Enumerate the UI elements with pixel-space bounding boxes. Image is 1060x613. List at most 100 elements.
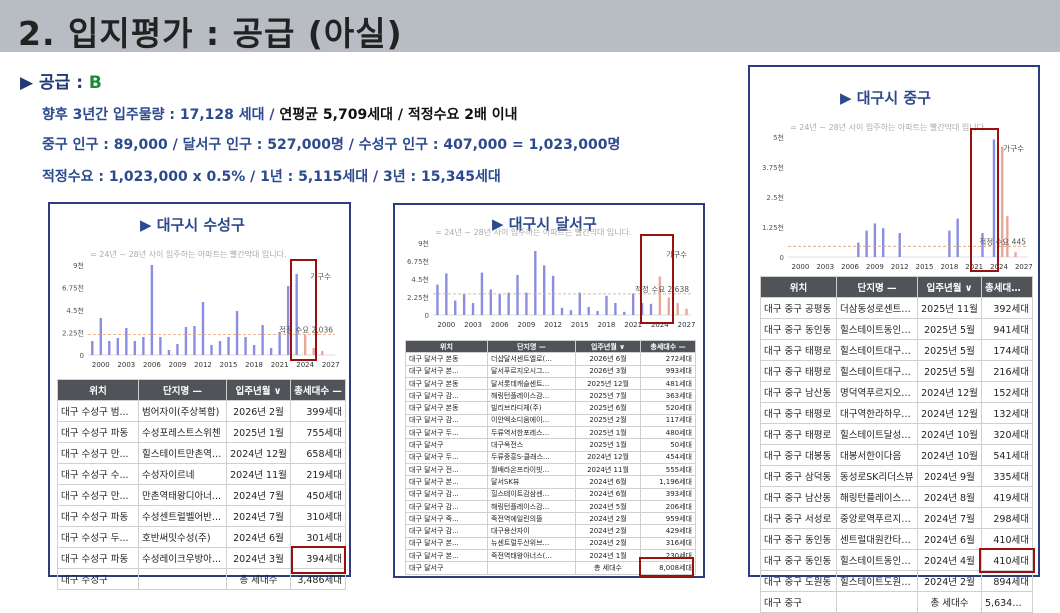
bar-2022 bbox=[286, 286, 290, 355]
bar-2006 bbox=[498, 294, 501, 315]
cell-complex: 대구옥전스 bbox=[487, 438, 576, 452]
bar-2012 bbox=[201, 302, 205, 355]
table-row[interactable]: 대구 중구 태평로 힐스테이트대구역... 2025년 5월 174세대 bbox=[760, 339, 1033, 361]
table-row[interactable]: 대구 수성구 만... 만촌역태왕디아너... 2024년 7월 450세대 bbox=[57, 484, 346, 506]
table-row[interactable]: 대구 수성구 범... 범어자이(주상복합) 2026년 2월 399세대 bbox=[57, 400, 346, 422]
cell-location: 대구 수성구 만... bbox=[57, 442, 139, 464]
table-row[interactable]: 대구 달서구 죽... 죽전역에일린의뜰 2024년 2월 959세대 bbox=[405, 512, 696, 526]
table-row[interactable]: 대구 달서구 전... 월배라온프라이빗... 2024년 11월 555세대 bbox=[405, 462, 696, 477]
cell-move-in: 2024년 3월 bbox=[226, 547, 291, 569]
table-row[interactable]: 대구 달서구 감... 힐스테이트감삼센... 2024년 6월 393세대 bbox=[405, 487, 696, 501]
bar-2018 bbox=[252, 345, 256, 355]
header-complex[interactable]: 단지명 — bbox=[836, 276, 918, 298]
y-tick-label: 6.75천 bbox=[407, 257, 429, 266]
table-row[interactable]: 대구 수성구 만... 힐스테이트만촌역(... 2024년 12월 658세대 bbox=[57, 442, 346, 464]
bar-2025 bbox=[312, 348, 315, 355]
header-units[interactable]: 총세대수 — bbox=[290, 379, 346, 401]
chart-suseong: 9천 6.75천 4.5천 2.25천 0 적정 수요 2,036 가구수 2000 2003 2… bbox=[62, 261, 340, 369]
table-row[interactable]: 대구 달서구 본... 뉴센트럴두산위브... 2024년 2월 316세대 bbox=[405, 536, 696, 551]
table-row[interactable]: 대구 달서구 본동 달서롯데캐슬센트... 2025년 12월 481세대 bbox=[405, 376, 696, 391]
table-row[interactable]: 대구 중구 도원동 힐스테이트도원센... 2024년 2월 894세대 bbox=[760, 570, 1033, 592]
cell-location: 대구 달서구 본... bbox=[405, 475, 488, 489]
table-row[interactable]: 대구 달서구 대구옥전스 2025년 1월 50세대 bbox=[405, 438, 696, 452]
table-row[interactable]: 대구 달서구 본... 달서SK뷰 2024년 6월 1,196세대 bbox=[405, 475, 696, 489]
x-tick-label: 2000 bbox=[791, 263, 809, 271]
header-location[interactable]: 위치 bbox=[405, 339, 488, 354]
table-row[interactable]: 대구 달서구 감... 이안엑소디움에이... 2025년 2월 117세대 bbox=[405, 413, 696, 428]
cell-location: 대구 수성구 파동 bbox=[57, 421, 139, 443]
cell-units: 301세대 bbox=[290, 526, 346, 548]
bar-2014 bbox=[569, 310, 573, 315]
x-tick-label: 2000 bbox=[92, 361, 110, 369]
table-row[interactable]: 대구 달서구 감... 해링턴플레이스감... 2025년 7월 363세대 bbox=[405, 389, 696, 403]
header-move-in[interactable]: 입주년월 ∨ bbox=[917, 276, 982, 298]
y-tick-label: 3.75천 bbox=[762, 163, 784, 172]
table-row[interactable]: 대구 중구 대봉동 대봉서한이다음 2024년 10월 541세대 bbox=[760, 444, 1033, 466]
bar-2026 bbox=[1014, 252, 1017, 257]
x-tick-label: 2018 bbox=[598, 321, 616, 329]
header-location[interactable]: 위치 bbox=[760, 276, 837, 298]
panel-title: ▶ 대구시 달서구 bbox=[492, 215, 597, 233]
table-row[interactable]: 대구 달서구 두... 두류중흥S-클래스... 2024년 12월 454세대 bbox=[405, 450, 696, 464]
y-tick-label: 6.75천 bbox=[62, 284, 84, 293]
table-row[interactable]: 대구 수성구 수... 수성자이르네 2024년 11월 219세대 bbox=[57, 463, 346, 485]
table-row[interactable]: 대구 중구 서성로 중앙로역푸르지오... 2024년 7월 298세대 bbox=[760, 507, 1033, 529]
cell-units: 393세대 bbox=[640, 487, 696, 501]
header-move-in[interactable]: 입주년월 ∨ bbox=[575, 339, 641, 354]
header-location[interactable]: 위치 bbox=[57, 379, 139, 401]
highlight-total-jung bbox=[979, 548, 1035, 573]
y-tick-label: 0 bbox=[780, 254, 784, 262]
table-row[interactable]: 대구 달서구 두... 두류역서한포레스... 2025년 1월 480세대 bbox=[405, 426, 696, 440]
cell-complex: 힐스테이트대구역... bbox=[836, 360, 918, 382]
table-row[interactable]: 대구 중구 공평동 더삼동성로센트리... 2025년 11월 392세대 bbox=[760, 297, 1033, 319]
table-row[interactable]: 대구 달서구 감... 대구용산자이 2024년 2월 429세대 bbox=[405, 524, 696, 538]
bar-2020 bbox=[269, 348, 273, 355]
bar-2005 bbox=[489, 289, 493, 315]
cell-complex: 달서롯데캐슬센트... bbox=[487, 376, 576, 391]
bar-2023 bbox=[649, 303, 653, 315]
table-row[interactable]: 대구 수성구 파동 수성센트럴벨어반... 2024년 7월 310세대 bbox=[57, 505, 346, 527]
cell-move-in: 2025년 1월 bbox=[575, 438, 641, 452]
header-complex[interactable]: 단지명 — bbox=[487, 339, 576, 354]
bar-2004 bbox=[133, 341, 137, 355]
header-units[interactable]: 총세대수 — bbox=[640, 339, 696, 354]
x-tick-label: 2006 bbox=[841, 263, 859, 271]
highlight-total-suseong bbox=[291, 546, 346, 574]
table-row[interactable]: 대구 중구 삼덕동 동성로SK리더스뷰 2024년 9월 335세대 bbox=[760, 465, 1033, 487]
table-row[interactable]: 대구 중구 동인동 힐스테이트동인(주) 2025년 5월 941세대 bbox=[760, 318, 1033, 340]
cell-move-in: 2024년 10월 bbox=[917, 444, 982, 466]
cell-units: 363세대 bbox=[640, 389, 696, 403]
table-row[interactable]: 대구 달서구 감... 해링턴플레이스감... 2024년 5월 206세대 bbox=[405, 499, 696, 514]
cell-location: 대구 중구 태평로 bbox=[760, 339, 837, 361]
bar-2019 bbox=[614, 303, 617, 315]
table-row[interactable]: 대구 달서구 본... 죽전역태왕아너스(... 2024년 1월 230세대 bbox=[405, 549, 696, 563]
bar-2001 bbox=[108, 341, 111, 355]
bar-2021 bbox=[278, 332, 281, 355]
table-row[interactable]: 대구 수성구 두... 호반써밋수성(주) 2024년 6월 301세대 bbox=[57, 526, 346, 548]
x-tick-label: 2015 bbox=[916, 263, 934, 271]
cell-units: 480세대 bbox=[640, 426, 696, 440]
table-row[interactable]: 대구 달서구 본동 빌리브라디체(주) 2025년 6월 520세대 bbox=[405, 401, 696, 415]
cell-location: 대구 중구 동인동 bbox=[760, 318, 837, 340]
header-complex[interactable]: 단지명 — bbox=[138, 379, 227, 401]
cell-complex: 수성레이크우방아... bbox=[138, 547, 227, 569]
cell-move-in: 2024년 2월 bbox=[917, 570, 982, 592]
total-label: 총 세대수 bbox=[226, 568, 291, 590]
table-row[interactable]: 대구 달서구 본동 더샵달서센트엘로(... 2026년 6월 272세대 bbox=[405, 352, 696, 366]
bar-2008 bbox=[865, 230, 868, 257]
header-units[interactable]: 총세대수 — bbox=[981, 276, 1033, 298]
table-row[interactable]: 대구 수성구 파동 수성포레스트스위첸 2025년 1월 755세대 bbox=[57, 421, 346, 443]
table-row[interactable]: 대구 중구 태평로 힐스테이트달성공... 2024년 10월 320세대 bbox=[760, 423, 1033, 445]
table-row[interactable]: 대구 중구 태평로 힐스테이트대구역... 2025년 5월 216세대 bbox=[760, 360, 1033, 382]
table-row[interactable]: 대구 중구 동인동 힐스테이트동인센... 2024년 4월 410세대 bbox=[760, 549, 1033, 571]
cell-units: 429세대 bbox=[640, 524, 696, 538]
table-row[interactable]: 대구 중구 남산동 해링턴플레이스반... 2024년 8월 419세대 bbox=[760, 486, 1033, 508]
cell-complex: 힐스테이트동인센... bbox=[836, 549, 918, 571]
table-row[interactable]: 대구 중구 태평로 대구역한라하우젠... 2024년 12월 132세대 bbox=[760, 402, 1033, 424]
bar-2026 bbox=[676, 303, 679, 315]
table-row[interactable]: 대구 중구 동인동 센트럴대원칸타빌(... 2024년 6월 410세대 bbox=[760, 528, 1033, 550]
table-row[interactable]: 대구 달서구 본... 달서푸르지오시그... 2026년 3월 993세대 bbox=[405, 364, 696, 378]
total-empty bbox=[836, 591, 918, 613]
header-move-in[interactable]: 입주년월 ∨ bbox=[226, 379, 291, 401]
